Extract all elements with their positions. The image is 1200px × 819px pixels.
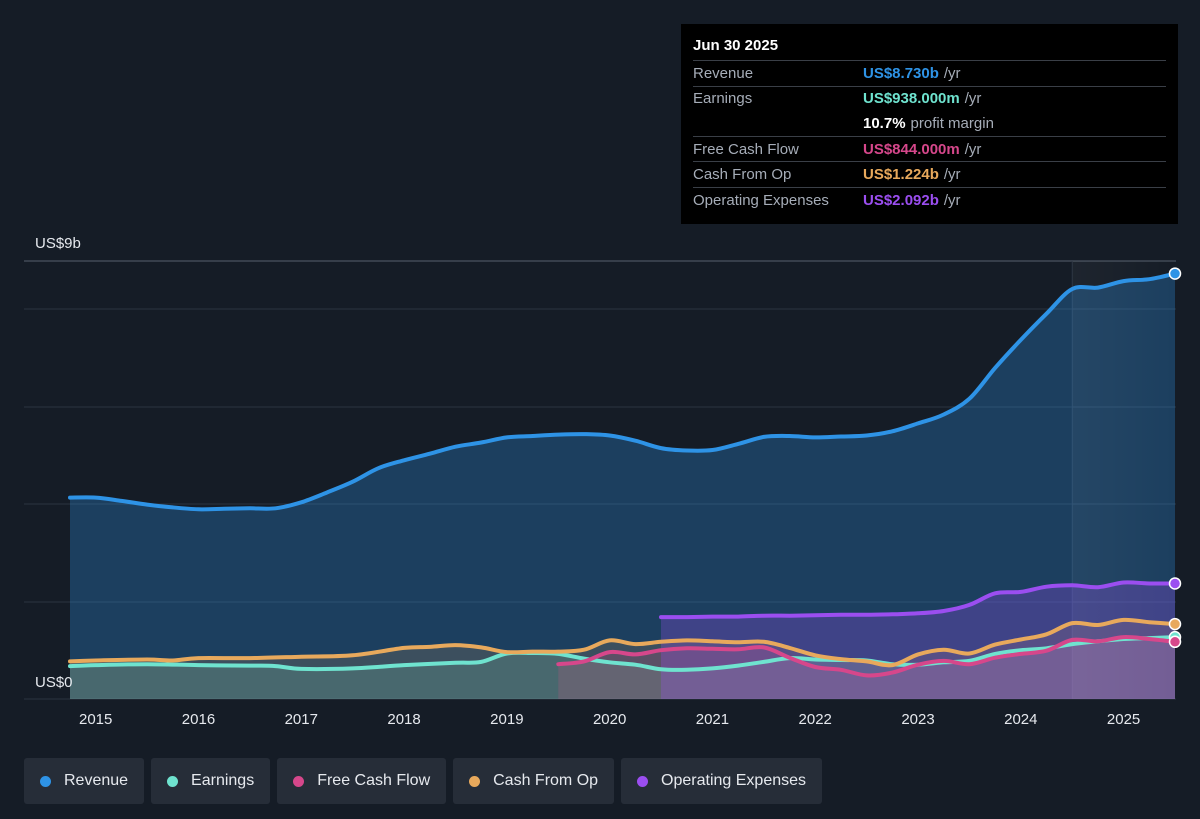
- legend-dot-icon: [637, 775, 649, 787]
- tooltip-panel: Jun 30 2025 Revenue US$8.730b/yr Earnings U…: [681, 24, 1178, 224]
- tooltip-row-value: US$1.224b: [863, 166, 939, 184]
- tooltip-row-unit: /yr: [964, 90, 982, 108]
- legend-label: Revenue: [64, 772, 129, 789]
- tooltip-row-value: 10.7%: [863, 114, 906, 132]
- tooltip-row-free-cash-flow: Free Cash Flow US$844.000m/yr: [693, 135, 1166, 162]
- x-axis-ticks: 2015 2016 2017 2018 2019 2020 2021 2022 2023 2024…: [79, 711, 1140, 728]
- legend-dot-icon: [40, 775, 51, 787]
- operating-expenses-line: [659, 580, 1177, 620]
- earnings-line: [68, 635, 1177, 672]
- tooltip-row-operating-expenses: Operating Expenses US$2.092b/yr: [693, 186, 1166, 213]
- tooltip-row-value: US$8.730b: [863, 64, 939, 82]
- legend-label: Cash From Op: [493, 772, 599, 789]
- cash-from-op-end-point: [1168, 617, 1182, 631]
- revenue-line: [68, 271, 1177, 512]
- revenue-area: [70, 273, 1175, 699]
- cash-from-op-line: [68, 617, 1177, 668]
- legend-dot-icon: [293, 775, 305, 787]
- tooltip-row-value: US$844.000m: [863, 140, 960, 158]
- revenue-end-point: [1168, 267, 1182, 280]
- x-tick-label: 2016: [182, 711, 215, 728]
- legend-label: Earnings: [191, 772, 255, 789]
- recent-period-highlight: [1072, 261, 1176, 699]
- series-areas: [70, 273, 1175, 699]
- x-tick-label: 2015: [79, 711, 112, 728]
- legend-label: Free Cash Flow: [317, 772, 431, 789]
- x-tick-label: 2018: [387, 711, 420, 728]
- y-axis-zero-label: US$0: [35, 674, 73, 691]
- legend-item-earnings[interactable]: Earnings: [151, 758, 271, 804]
- x-tick-label: 2019: [490, 711, 523, 728]
- end-markers: [1168, 267, 1182, 649]
- free-cash-flow-line: [556, 635, 1177, 678]
- legend: Revenue Earnings Free Cash Flow Cash From O…: [24, 758, 823, 804]
- legend-item-free-cash-flow[interactable]: Free Cash Flow: [277, 758, 447, 804]
- tooltip-row-unit: profit margin: [910, 114, 994, 132]
- tooltip-row-cash-from-op: Cash From Op US$1.224b/yr: [693, 161, 1166, 187]
- operating-expenses-area: [661, 582, 1175, 699]
- x-tick-label: 2020: [593, 711, 626, 728]
- x-tick-label: 2021: [696, 711, 729, 728]
- tooltip-row-unit: /yr: [943, 64, 961, 82]
- x-tick-label: 2024: [1004, 711, 1037, 728]
- tooltip-row-label: Operating Expenses: [693, 191, 829, 209]
- tooltip-row-label: Earnings: [693, 90, 753, 108]
- tooltip-row-unit: /yr: [943, 166, 961, 184]
- tooltip-row-earnings: Earnings US$938.000m/yr: [693, 85, 1166, 112]
- legend-dot-icon: [167, 775, 179, 787]
- tooltip-rows: Revenue US$8.730b/yr Earnings US$938.000m/y…: [693, 60, 1166, 213]
- tooltip-row-unit: /yr: [964, 140, 982, 158]
- legend-item-cash-from-op[interactable]: Cash From Op: [453, 758, 615, 804]
- x-tick-label: 2022: [799, 711, 832, 728]
- x-tick-label: 2023: [901, 711, 934, 728]
- tooltip-row-label: Cash From Op: [693, 166, 792, 184]
- tooltip-row-value: US$2.092b: [863, 191, 939, 209]
- tooltip-row-revenue: Revenue US$8.730b/yr: [693, 60, 1166, 86]
- x-tick-label: 2025: [1107, 711, 1140, 728]
- tooltip-row-label: Free Cash Flow: [693, 140, 799, 158]
- y-axis-max-label: US$9b: [35, 235, 81, 252]
- series-lines: [68, 271, 1177, 678]
- tooltip-row-unit: /yr: [943, 191, 961, 209]
- legend-item-revenue[interactable]: Revenue: [24, 758, 145, 804]
- cash-from-op-area: [70, 619, 1175, 699]
- grid-lines: [24, 260, 1176, 700]
- tooltip-row-label: Revenue: [693, 64, 754, 82]
- operating-expenses-end-point: [1168, 577, 1182, 590]
- legend-label: Operating Expenses: [661, 772, 807, 789]
- free-cash-flow-area: [558, 637, 1175, 699]
- earnings-area: [70, 637, 1175, 699]
- tooltip-date: Jun 30 2025: [693, 37, 779, 54]
- legend-item-operating-expenses[interactable]: Operating Expenses: [621, 758, 823, 804]
- x-tick-label: 2017: [285, 711, 318, 728]
- tooltip-row-profit-margin: 10.7% profit margin: [693, 111, 1166, 136]
- free-cash-flow-end-point: [1168, 635, 1182, 649]
- tooltip-row-value: US$938.000m: [863, 90, 960, 108]
- legend-dot-icon: [469, 775, 481, 787]
